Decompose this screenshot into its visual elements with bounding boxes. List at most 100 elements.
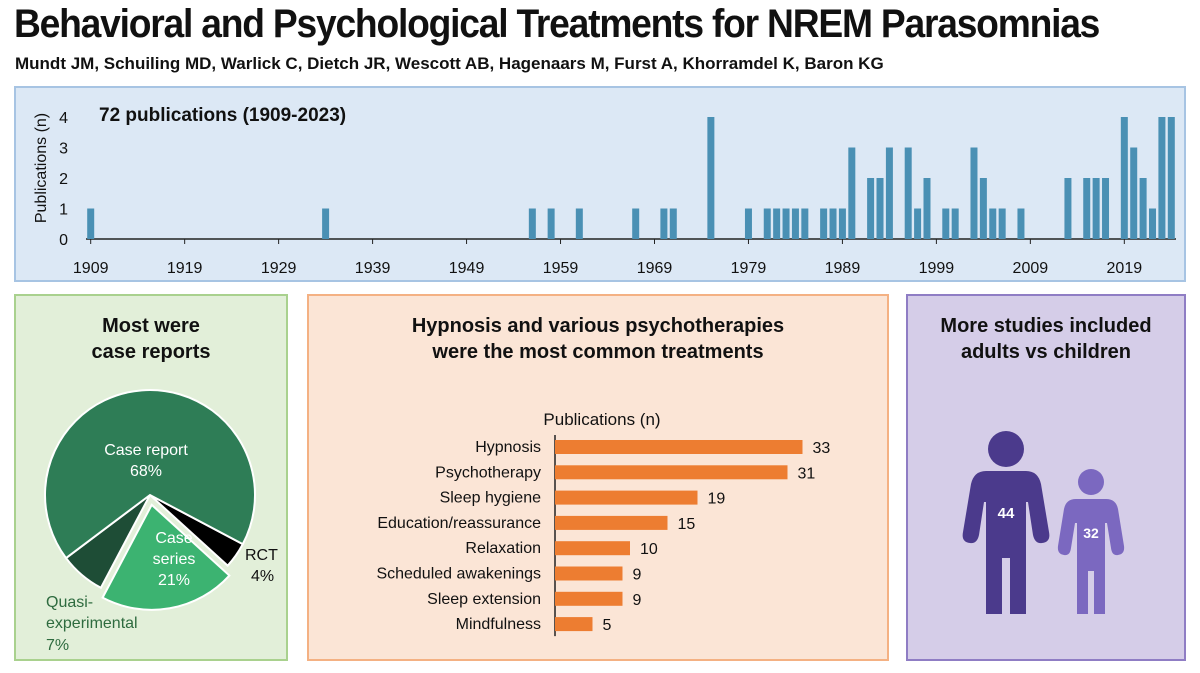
- x-tick-label: 1959: [543, 260, 579, 277]
- bar-value-label: 33: [813, 440, 831, 457]
- bar-value-label: 31: [798, 465, 816, 482]
- pie-label-case-series: Case: [155, 530, 192, 547]
- study-design-heading-line2: case reports: [91, 341, 211, 363]
- author-list: Mundt JM, Schuiling MD, Warlick C, Dietc…: [15, 54, 884, 73]
- x-tick-label: 2019: [1107, 260, 1143, 277]
- y-tick-label: 2: [59, 171, 68, 188]
- category-label: Education/reassurance: [377, 515, 541, 532]
- treatment-bar: [555, 440, 803, 454]
- treatment-bar: [555, 617, 593, 632]
- study-design-heading-line1: Most were: [102, 315, 200, 337]
- timeline-bar: [1149, 208, 1157, 239]
- age-group-figures: 44 32: [962, 431, 1125, 614]
- timeline-bar: [1092, 178, 1100, 239]
- timeline-bar: [876, 178, 884, 239]
- treatments-chart-title: Publications (n): [543, 410, 660, 429]
- x-tick-label: 2009: [1013, 260, 1049, 277]
- category-label: Sleep hygiene: [440, 490, 542, 507]
- treatment-bar: [555, 566, 623, 581]
- pie-label-case-series: series: [153, 551, 196, 568]
- treatments-heading: Hypnosis and various psychotherapies wer…: [309, 313, 887, 365]
- child-figure-icon: [1057, 469, 1125, 614]
- timeline-bar: [942, 208, 950, 239]
- timeline-bar: [1167, 117, 1175, 239]
- treatment-bar: [555, 591, 623, 606]
- pie-label-quasi-experimental: experimental: [46, 615, 138, 632]
- timeline-bar: [838, 208, 846, 239]
- timeline-bar: [528, 208, 536, 239]
- timeline-bar: [773, 208, 781, 239]
- pie-label-quasi-experimental: Quasi-: [46, 594, 93, 611]
- pie-label-rct: RCT: [245, 547, 278, 564]
- age-group-heading-line2: adults vs children: [960, 341, 1132, 363]
- category-label: Psychotherapy: [435, 464, 541, 481]
- timeline-bar: [575, 208, 583, 239]
- y-axis-title: Publications (n): [33, 113, 50, 223]
- category-label: Sleep extension: [427, 591, 541, 608]
- bar-value-label: 5: [603, 617, 612, 634]
- timeline-bar: [632, 208, 640, 239]
- timeline-bar: [848, 147, 856, 239]
- study-design-panel: Most were case reports Case report 68% Cas…: [14, 294, 288, 661]
- y-tick-label: 4: [59, 110, 68, 127]
- timeline-bar: [923, 178, 931, 239]
- timeline-bar: [660, 208, 668, 239]
- age-group-panel: More studies included adults vs children…: [906, 294, 1186, 661]
- timeline-bar: [1158, 117, 1166, 239]
- x-tick-label: 1979: [731, 260, 767, 277]
- study-design-heading: Most were case reports: [16, 313, 286, 365]
- timeline-panel: 0 1 2 3 4 Publications (n) 1909 1919 1929 1939 194…: [14, 86, 1186, 282]
- pie-value-case-series: 21%: [158, 572, 190, 589]
- treatments-bar-chart: Publications (n)Hypnosis 33 Psychotherapy 3…: [376, 410, 831, 637]
- timeline-bar: [782, 208, 790, 239]
- category-label: Relaxation: [465, 540, 541, 557]
- treatment-bar: [555, 515, 668, 530]
- x-tick-label: 1999: [919, 260, 955, 277]
- treatments-panel: Hypnosis and various psychotherapies wer…: [307, 294, 889, 661]
- timeline-bar: [867, 178, 875, 239]
- timeline-bar: [820, 208, 828, 239]
- bar-value-label: 19: [708, 491, 726, 508]
- timeline-bar: [1139, 178, 1147, 239]
- timeline-bar: [791, 208, 799, 239]
- bar-value-label: 10: [640, 541, 658, 558]
- age-group-heading: More studies included adults vs children: [908, 313, 1184, 365]
- timeline-caption: 72 publications (1909-2023): [99, 105, 347, 126]
- timeline-bar: [1083, 178, 1091, 239]
- timeline-bar: [801, 208, 809, 239]
- treatment-bar: [555, 490, 698, 505]
- pie-value-rct: 4%: [251, 568, 274, 585]
- timeline-bar: [547, 208, 555, 239]
- x-tick-label: 1969: [637, 260, 673, 277]
- adult-figure-icon: [962, 431, 1050, 614]
- study-design-pie-chart: Case report 68% Case series 21% RCT 4% Quasi-ex…: [44, 389, 278, 654]
- timeline-bar: [1120, 117, 1128, 239]
- timeline-bar: [87, 208, 95, 239]
- timeline-chart: 0 1 2 3 4 Publications (n) 1909 1919 1929 1939 194…: [33, 110, 1176, 277]
- timeline-bar: [998, 208, 1006, 239]
- timeline-bar: [1064, 178, 1072, 239]
- timeline-bar: [885, 147, 893, 239]
- treatments-heading-line2: were the most common treatments: [432, 341, 764, 363]
- y-tick-label: 0: [59, 232, 68, 249]
- x-tick-label: 1909: [73, 260, 109, 277]
- y-tick-label: 1: [59, 202, 68, 219]
- x-tick-label: 1949: [449, 260, 485, 277]
- treatment-bar: [555, 541, 630, 556]
- x-tick-label: 1929: [261, 260, 297, 277]
- pie-value-case-report: 68%: [130, 463, 162, 480]
- bar-value-label: 9: [633, 567, 642, 584]
- timeline-bar: [744, 208, 752, 239]
- timeline-bar: [322, 208, 330, 239]
- timeline-bar: [1130, 147, 1138, 239]
- timeline-bar: [1017, 208, 1025, 239]
- timeline-bar: [970, 147, 978, 239]
- category-label: Hypnosis: [475, 439, 541, 456]
- timeline-bar: [707, 117, 715, 239]
- category-label: Scheduled awakenings: [376, 566, 541, 583]
- treatment-bar: [555, 465, 788, 480]
- timeline-bar: [904, 147, 912, 239]
- adults-count: 44: [998, 505, 1015, 522]
- pie-slice-case-report: [44, 389, 256, 560]
- bar-value-label: 9: [633, 592, 642, 609]
